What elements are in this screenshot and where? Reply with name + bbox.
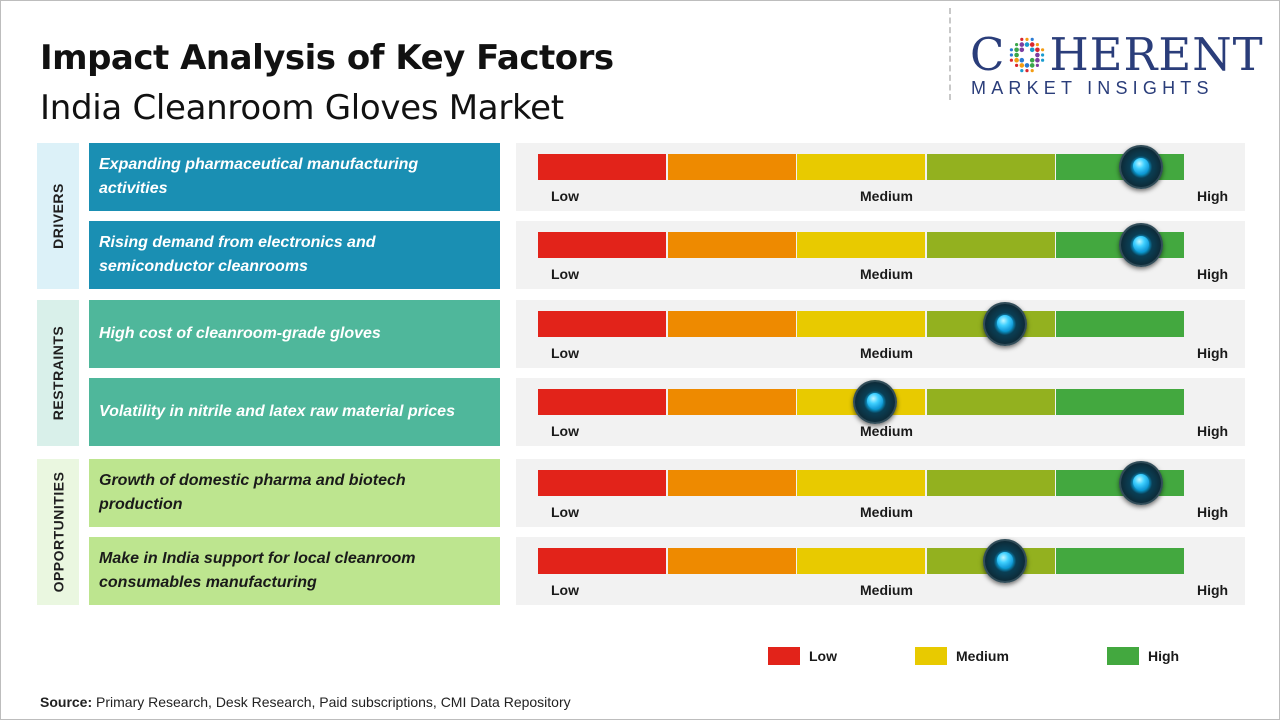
legend-swatch-medium [915,647,947,665]
meter-segment [926,470,1055,496]
meter-segment [797,154,926,180]
meter-segment [538,548,667,574]
meter-segment [667,389,796,415]
group-label: DRIVERS [50,183,67,249]
scale-label-medium: Medium [860,345,913,361]
factor-label: Rising demand from electronics and semic… [89,221,500,289]
source-label: Source: [40,694,93,710]
scale-label-medium: Medium [860,188,913,204]
scale-label-low: Low [551,345,579,361]
logo-tagline: MARKET INSIGHTS [971,78,1214,98]
impact-meter: Low Medium High [516,221,1245,289]
scale-label-high: High [1197,345,1229,361]
scale-label-medium: Medium [860,582,913,598]
meter-segment [926,389,1055,415]
source-text: Primary Research, Desk Research, Paid su… [96,694,571,710]
scale-label-medium: Medium [860,423,913,439]
meter-segment [667,548,796,574]
scale-label-high: High [1197,504,1229,520]
meter-segment [1056,548,1185,574]
group-label: OPPORTUNITIES [50,471,67,593]
meter-segment [1056,389,1185,415]
factor-label: Expanding pharmaceutical manufacturing a… [89,143,500,211]
logo-globe-icon [1007,33,1047,77]
meter-segment [538,389,667,415]
legend-swatch-high [1107,647,1139,665]
meter-segment [667,232,796,258]
impact-indicator [1118,461,1163,505]
impact-meter: Low Medium High [516,378,1245,446]
scale-label-high: High [1197,188,1229,204]
factor-label: Make in India support for local cleanroo… [89,537,500,605]
meter-segment [667,470,796,496]
impact-meter: Low Medium High [516,300,1245,368]
chart-title: Impact Analysis of Key Factors [40,38,614,78]
scale-label-low: Low [551,188,579,204]
factor-label: Growth of domestic pharma and biotech pr… [89,459,500,527]
scale-label-low: Low [551,582,579,598]
factor-label: High cost of cleanroom-grade gloves [89,300,500,368]
scale-label-high: High [1197,266,1229,282]
meter-segment [797,470,926,496]
legend-label-high: High [1148,648,1180,664]
factor-label: Volatility in nitrile and latex raw mate… [89,378,500,446]
impact-indicator [1118,223,1163,267]
company-logo: C HERENT [970,28,1264,81]
group-tab-drivers: DRIVERS [37,143,79,289]
logo-wordmark: HERENT [1049,28,1264,81]
meter-segment [538,154,667,180]
meter-segment [667,154,796,180]
legend-label-low: Low [809,648,837,664]
scale-label-medium: Medium [860,504,913,520]
meter-segment [797,311,926,337]
scale-label-high: High [1197,423,1229,439]
meter-segment [1056,311,1185,337]
scale-label-medium: Medium [860,266,913,282]
meter-segment [797,548,926,574]
group-tab-restraints: RESTRAINTS [37,300,79,446]
group-tab-opportunities: OPPORTUNITIES [37,459,79,605]
impact-meter: Low Medium High [516,143,1245,211]
group-label: RESTRAINTS [50,325,67,421]
impact-meter: Low Medium High [516,459,1245,527]
legend-label-medium: Medium [956,648,1009,664]
meter-segment [926,154,1055,180]
source-note: Source: Primary Research, Desk Research,… [40,694,571,710]
meter-segment [538,232,667,258]
meter-segment [538,311,667,337]
scale-label-low: Low [551,504,579,520]
meter-segment [797,232,926,258]
meter-segment [926,232,1055,258]
meter-segment [538,470,667,496]
logo-letter-c: C [970,28,1006,81]
chart-subtitle: India Cleanroom Gloves Market [40,88,564,128]
logo-divider [949,8,951,100]
meter-segment [667,311,796,337]
scale-label-low: Low [551,266,579,282]
scale-label-high: High [1197,582,1229,598]
scale-label-low: Low [551,423,579,439]
impact-indicator [852,380,897,424]
impact-meter: Low Medium High [516,537,1245,605]
impact-indicator [1118,145,1163,189]
legend-swatch-low [768,647,800,665]
impact-indicator [982,539,1027,583]
impact-indicator [982,302,1027,346]
